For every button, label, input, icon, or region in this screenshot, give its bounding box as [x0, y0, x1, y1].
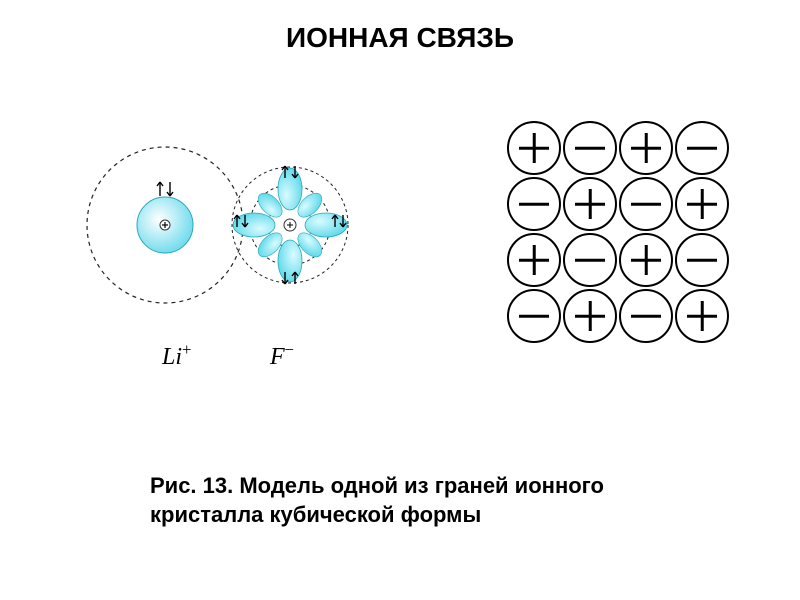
anion-icon: [619, 177, 673, 231]
anion-icon: [563, 233, 617, 287]
figure-area: [0, 120, 800, 400]
page-root: ИОННАЯ СВЯЗЬ Li+ F− Рис. 13. Модель одно…: [0, 0, 800, 600]
lattice-cell: [506, 120, 562, 176]
anion-icon: [675, 121, 729, 175]
lattice-cell: [674, 176, 730, 232]
cation-icon: [507, 121, 561, 175]
fluorine-symbol: F: [270, 344, 285, 370]
lattice-cell: [562, 120, 618, 176]
lattice-cell: [618, 176, 674, 232]
lattice-cell: [506, 176, 562, 232]
lattice-cell: [506, 288, 562, 344]
lattice-grid: [506, 120, 730, 344]
lattice-cell: [562, 232, 618, 288]
page-title: ИОННАЯ СВЯЗЬ: [0, 22, 800, 54]
cation-icon: [675, 289, 729, 343]
orbital-diagram: [70, 130, 370, 335]
cation-icon: [563, 177, 617, 231]
lattice-cell: [618, 232, 674, 288]
lattice-cell: [506, 232, 562, 288]
cation-icon: [619, 233, 673, 287]
fluorine-charge: −: [285, 340, 294, 359]
cation-icon: [675, 177, 729, 231]
anion-icon: [507, 289, 561, 343]
ionic-lattice: [506, 120, 730, 344]
cation-icon: [507, 233, 561, 287]
lithium-charge: +: [182, 340, 191, 359]
lattice-cell: [562, 288, 618, 344]
lattice-cell: [618, 288, 674, 344]
anion-icon: [619, 289, 673, 343]
cation-icon: [619, 121, 673, 175]
anion-icon: [507, 177, 561, 231]
anion-icon: [675, 233, 729, 287]
lattice-cell: [562, 176, 618, 232]
lattice-cell: [674, 232, 730, 288]
lithium-symbol: Li: [162, 344, 182, 370]
lattice-cell: [674, 120, 730, 176]
lattice-cell: [618, 120, 674, 176]
lattice-cell: [674, 288, 730, 344]
figure-caption: Рис. 13. Модель одной из граней ионного …: [150, 471, 710, 530]
fluorine-ion-label: F−: [270, 340, 294, 371]
orbital-svg: [70, 130, 370, 330]
anion-icon: [563, 121, 617, 175]
cation-icon: [563, 289, 617, 343]
lithium-ion-label: Li+: [162, 340, 191, 371]
